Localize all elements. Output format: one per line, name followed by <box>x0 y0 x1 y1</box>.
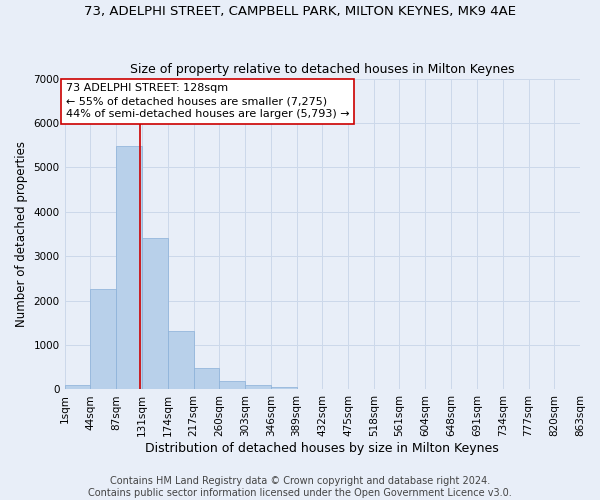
Bar <box>245 385 271 390</box>
Title: Size of property relative to detached houses in Milton Keynes: Size of property relative to detached ho… <box>130 63 515 76</box>
Bar <box>168 332 194 390</box>
Bar <box>220 381 245 390</box>
Y-axis label: Number of detached properties: Number of detached properties <box>15 141 28 327</box>
Text: 73 ADELPHI STREET: 128sqm
← 55% of detached houses are smaller (7,275)
44% of se: 73 ADELPHI STREET: 128sqm ← 55% of detac… <box>66 83 349 120</box>
X-axis label: Distribution of detached houses by size in Milton Keynes: Distribution of detached houses by size … <box>145 442 499 455</box>
Text: Contains HM Land Registry data © Crown copyright and database right 2024.
Contai: Contains HM Land Registry data © Crown c… <box>88 476 512 498</box>
Bar <box>142 238 168 390</box>
Bar <box>116 146 142 390</box>
Bar <box>194 368 220 390</box>
Bar <box>90 288 116 390</box>
Text: 73, ADELPHI STREET, CAMPBELL PARK, MILTON KEYNES, MK9 4AE: 73, ADELPHI STREET, CAMPBELL PARK, MILTO… <box>84 5 516 18</box>
Bar <box>271 387 296 390</box>
Bar <box>65 385 90 390</box>
